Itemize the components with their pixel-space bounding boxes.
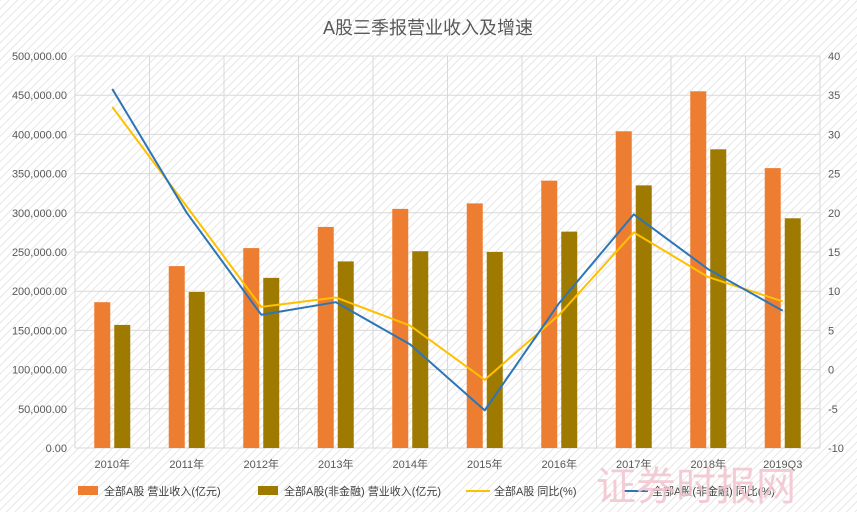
x-axis-tick-label: 2018年 (691, 457, 726, 471)
legend-swatch (78, 486, 98, 495)
bar-non-financial (337, 261, 354, 448)
left-axis-tick-label: 50,000.00 (18, 404, 67, 416)
left-axis-tick-label: 500,000.00 (12, 51, 67, 63)
bar-non-financial (784, 218, 801, 448)
line-series-all-a-share-yoy (111, 106, 784, 381)
bar-non-financial (114, 324, 131, 448)
legend-label: 全部A股 营业收入(亿元) (104, 484, 221, 498)
x-axis-tick-label: 2013年 (318, 457, 353, 471)
legend-swatch (258, 486, 278, 495)
left-axis-tick-label: 400,000.00 (12, 129, 67, 141)
chart-title: A股三季报营业收入及增速 (323, 18, 533, 38)
bar-non-financial (486, 252, 503, 448)
right-axis-tick-label: -10 (828, 443, 844, 455)
bar-non-financial (412, 251, 429, 448)
bar-all-a-share (243, 248, 260, 448)
legend-label: 全部A股(非金融) 营业收入(亿元) (284, 484, 441, 498)
bar-non-financial (263, 277, 280, 448)
left-axis-tick-label: 250,000.00 (12, 247, 67, 259)
bar-all-a-share (615, 131, 632, 449)
right-axis-tick-label: 40 (828, 51, 840, 63)
bar-non-financial (635, 185, 652, 449)
bar-all-a-share (317, 226, 334, 448)
line-series-non-financial-yoy (111, 88, 784, 412)
x-axis-tick-label: 2014年 (393, 457, 428, 471)
bar-non-financial (561, 231, 578, 448)
left-axis-tick-label: 450,000.00 (12, 90, 67, 102)
left-axis-tick-label: 200,000.00 (12, 286, 67, 298)
bar-all-a-share (94, 302, 111, 448)
x-axis-tick-label: 2017年 (616, 457, 651, 471)
watermark-text: 证券时报网 (596, 464, 796, 510)
x-axis-tick-label: 2011年 (169, 457, 204, 471)
left-axis-tick-label: 100,000.00 (12, 365, 67, 377)
bar-non-financial (710, 149, 727, 448)
bar-all-a-share (392, 208, 409, 448)
bar-all-a-share (168, 266, 185, 448)
bar-all-a-share (541, 180, 558, 448)
legend-label: 全部A股(非金融) 同比(%) (652, 484, 775, 498)
legend: 全部A股 营业收入(亿元) 全部A股(非金融) 营业收入(亿元) 全部A股 同比(%… (78, 484, 775, 498)
bar-non-financial (188, 291, 205, 448)
right-axis-tick-label: 15 (828, 247, 840, 259)
x-axis-tick-label: 2012年 (244, 457, 279, 471)
x-axis-tick-label: 2010年 (95, 457, 130, 471)
x-axis-tick-label: 2015年 (467, 457, 502, 471)
left-axis-tick-label: 150,000.00 (12, 325, 67, 337)
left-axis-tick-label: 300,000.00 (12, 208, 67, 220)
x-axis-tick-label: 2016年 (542, 457, 577, 471)
right-axis-tick-label: 30 (828, 129, 840, 141)
bar-all-a-share (764, 168, 781, 448)
bar-all-a-share (690, 91, 707, 448)
left-axis-tick-label: 0.00 (46, 443, 67, 455)
right-axis-tick-label: -5 (828, 404, 838, 416)
right-axis-tick-label: 25 (828, 169, 840, 181)
left-axis-tick-label: 350,000.00 (12, 169, 67, 181)
x-axis-tick-label: 2019Q3 (763, 459, 802, 471)
right-axis-tick-label: 35 (828, 90, 840, 102)
right-axis-tick-label: 0 (828, 365, 834, 377)
bar-all-a-share (466, 203, 483, 448)
legend-label: 全部A股 同比(%) (494, 484, 577, 498)
right-axis-tick-label: 5 (828, 325, 834, 337)
right-axis-tick-label: 10 (828, 286, 840, 298)
plot-area: 0.00 50,000.00 100,000.00 150,000.00 200,000… (12, 51, 844, 471)
right-axis-tick-label: 20 (828, 208, 840, 220)
